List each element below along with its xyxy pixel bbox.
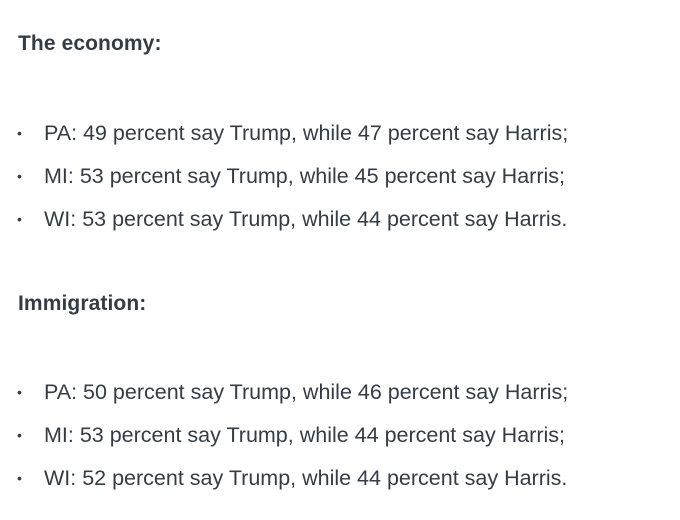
- economy-list: • PA: 49 percent say Trump, while 47 per…: [0, 118, 568, 247]
- list-item: • WI: 52 percent say Trump, while 44 per…: [0, 463, 568, 506]
- immigration-list: • PA: 50 percent say Trump, while 46 per…: [0, 377, 568, 506]
- bullet-icon: •: [17, 470, 22, 486]
- bullet-icon: •: [17, 384, 22, 400]
- list-item-text: MI: 53 percent say Trump, while 44 perce…: [44, 423, 565, 447]
- list-item: • MI: 53 percent say Trump, while 44 per…: [0, 420, 568, 463]
- bullet-icon: •: [17, 211, 22, 227]
- section-heading-economy: The economy:: [18, 32, 162, 55]
- list-item-text: WI: 53 percent say Trump, while 44 perce…: [44, 207, 568, 231]
- list-item-text: PA: 50 percent say Trump, while 46 perce…: [44, 380, 569, 404]
- list-item: • PA: 49 percent say Trump, while 47 per…: [0, 118, 568, 161]
- bullet-icon: •: [17, 168, 22, 184]
- list-item: • MI: 53 percent say Trump, while 45 per…: [0, 161, 568, 204]
- section-heading-immigration: Immigration:: [18, 292, 147, 315]
- bullet-icon: •: [17, 125, 22, 141]
- list-item: • PA: 50 percent say Trump, while 46 per…: [0, 377, 568, 420]
- list-item-text: WI: 52 percent say Trump, while 44 perce…: [44, 466, 568, 490]
- list-item-text: MI: 53 percent say Trump, while 45 perce…: [44, 164, 565, 188]
- list-item: • WI: 53 percent say Trump, while 44 per…: [0, 204, 568, 247]
- list-item-text: PA: 49 percent say Trump, while 47 perce…: [44, 121, 569, 145]
- bullet-icon: •: [17, 427, 22, 443]
